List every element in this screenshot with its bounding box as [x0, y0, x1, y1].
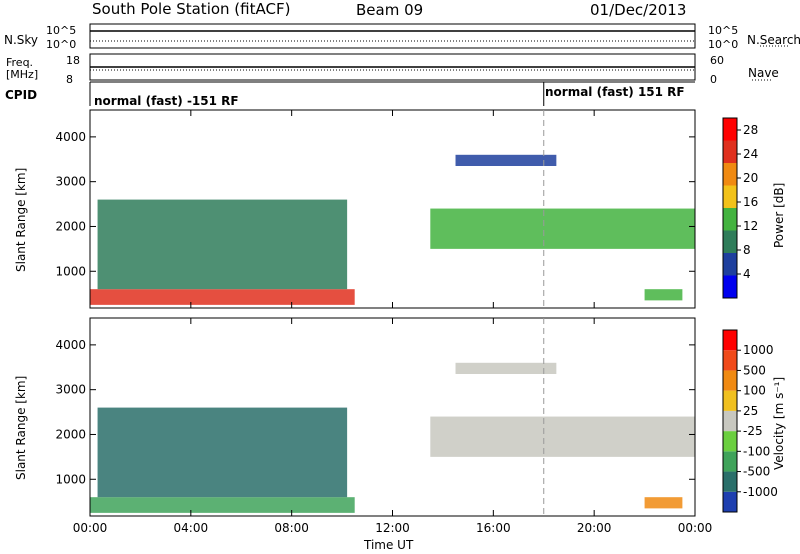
velocity-ytick-label: 3000: [55, 383, 86, 397]
nsearch-tick-top: 10^5: [708, 24, 739, 37]
nave-tick-bottom: 0: [710, 73, 717, 86]
power-colorbar-tick-label: 28: [743, 123, 758, 137]
velocity-ytick-label: 4000: [55, 338, 86, 352]
power-colorbar-swatch: [723, 230, 737, 253]
nsearch-tick-bottom: 10^0: [708, 38, 739, 51]
nsky-tick-bottom: 10^0: [46, 38, 77, 51]
velocity-colorbar-tick-label: 500: [743, 363, 766, 377]
nsky-label: N.Sky: [4, 33, 39, 47]
velocity-colorbar-swatch: [723, 410, 737, 432]
freq-unit: [MHz]: [6, 68, 39, 81]
x-tick-label: 00:00: [73, 521, 108, 535]
velocity-echo-region: [90, 497, 355, 513]
power-colorbar-tick-label: 4: [743, 267, 751, 281]
x-tick-label: 04:00: [174, 521, 209, 535]
date-label: 01/Dec/2013: [590, 1, 687, 19]
x-tick-label: 20:00: [577, 521, 612, 535]
x-tick-label: 00:00: [678, 521, 713, 535]
power-ytick-label: 4000: [55, 130, 86, 144]
station-title: South Pole Station (fitACF): [92, 0, 291, 18]
velocity-ytick-label: 2000: [55, 427, 86, 441]
freq-label: Freq.: [6, 56, 34, 69]
power-colorbar-swatch: [723, 140, 737, 163]
nave-tick-top: 60: [710, 54, 724, 67]
power-echo-region: [455, 154, 557, 166]
velocity-echo-region: [97, 407, 348, 498]
power-colorbar-swatch: [723, 275, 737, 298]
cpid-segment-1: normal (fast) -151 RF: [94, 94, 239, 108]
velocity-colorbar-tick-label: -500: [743, 465, 770, 479]
power-colorbar-swatch: [723, 208, 737, 231]
power-colorbar-tick-label: 12: [743, 219, 758, 233]
cpid-label: CPID: [5, 88, 38, 102]
velocity-colorbar-tick-label: -100: [743, 444, 770, 458]
velocity-ytick-label: 1000: [55, 472, 86, 486]
velocity-colorbar-swatch: [723, 431, 737, 452]
velocity-colorbar-tick-label: 25: [743, 404, 758, 418]
nave-label: Nave: [748, 66, 779, 80]
freq-tick-bottom: 8: [66, 73, 73, 86]
x-tick-label: 08:00: [274, 521, 309, 535]
power-colorbar-tick-label: 20: [743, 171, 758, 185]
power-ytick-label: 2000: [55, 219, 86, 233]
velocity-colorbar-swatch: [723, 390, 737, 411]
power-colorbar-tick-label: 24: [743, 147, 758, 161]
velocity-colorbar-tick-label: 100: [743, 384, 766, 398]
x-tick-label: 16:00: [476, 521, 511, 535]
power-colorbar-tick-label: 8: [743, 243, 751, 257]
power-colorbar-swatch: [723, 253, 737, 276]
nsky-panel-frame: [89, 23, 696, 49]
beam-label: Beam 09: [356, 1, 424, 19]
power-colorbar-swatch: [723, 185, 737, 208]
cpid-segment-2: normal (fast) 151 RF: [545, 85, 685, 99]
nsearch-label: N.Search: [747, 33, 800, 47]
velocity-colorbar-tick-label: -1000: [743, 485, 778, 499]
power-echo-region: [430, 208, 695, 249]
power-colorbar-swatch: [723, 118, 737, 141]
velocity-colorbar-tick-label: -25: [743, 424, 763, 438]
velocity-colorbar-swatch: [723, 350, 737, 371]
power-colorbar-swatch: [723, 163, 737, 186]
velocity-colorbar-swatch: [723, 451, 737, 472]
power-echo-region: [90, 289, 355, 305]
velocity-colorbar-swatch: [723, 370, 737, 391]
x-axis-title: Time UT: [364, 538, 414, 552]
velocity-echo-region: [430, 416, 695, 457]
velocity-colorbar-frame: [722, 329, 738, 513]
velocity-colorbar-swatch: [723, 330, 737, 351]
power-ytick-label: 1000: [55, 264, 86, 278]
velocity-colorbar-swatch: [723, 491, 737, 512]
power-colorbar-tick-label: 16: [743, 195, 758, 209]
power-colorbar-frame: [722, 117, 738, 299]
power-echo-region: [97, 199, 348, 290]
power-ytick-label: 3000: [55, 175, 86, 189]
velocity-colorbar-tick-label: 1000: [743, 343, 774, 357]
velocity-echo-region: [455, 362, 557, 374]
freq-tick-top: 18: [66, 54, 80, 67]
x-tick-label: 12:00: [375, 521, 410, 535]
nsky-tick-top: 10^5: [46, 24, 77, 37]
velocity-colorbar-swatch: [723, 471, 737, 492]
velocity-echo-region: [644, 497, 683, 509]
power-echo-region: [644, 289, 683, 301]
